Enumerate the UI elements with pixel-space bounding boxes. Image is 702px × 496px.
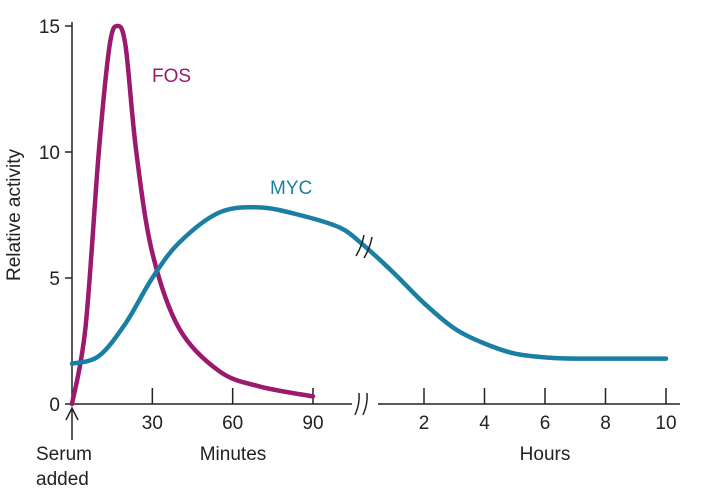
x-tick-label-hours-10: 10 [655, 413, 676, 434]
y-axis-title: Relative activity [4, 149, 25, 281]
x-tick-label-minutes-60: 60 [222, 413, 243, 434]
series-label-myc: MYC [270, 178, 312, 199]
serum-label-line1: Serum [36, 444, 92, 465]
series-line-myc [69, 204, 669, 366]
x-axis-break-mark [354, 392, 368, 416]
x-axis-title-hours: Hours [520, 444, 571, 465]
x-tick-label-hours-6: 6 [540, 413, 551, 434]
x-tick-label-minutes-30: 30 [142, 413, 163, 434]
y-tick-label-5: 5 [49, 269, 60, 290]
serum-label-line2: added [36, 469, 89, 490]
myc-curve-break-mark [355, 234, 373, 259]
x-tick-label-minutes-90: 90 [302, 413, 323, 434]
y-tick-label-15: 15 [39, 17, 60, 38]
series-label-fos: FOS [152, 66, 191, 87]
x-tick-label-hours-2: 2 [419, 413, 430, 434]
y-tick-label-0: 0 [49, 395, 60, 416]
series-line-fos [69, 23, 316, 407]
y-tick-label-10: 10 [39, 143, 60, 164]
x-tick-label-hours-4: 4 [479, 413, 490, 434]
x-tick-label-hours-8: 8 [600, 413, 611, 434]
serum-arrow [65, 406, 79, 440]
x-axis-title-minutes: Minutes [200, 444, 267, 465]
